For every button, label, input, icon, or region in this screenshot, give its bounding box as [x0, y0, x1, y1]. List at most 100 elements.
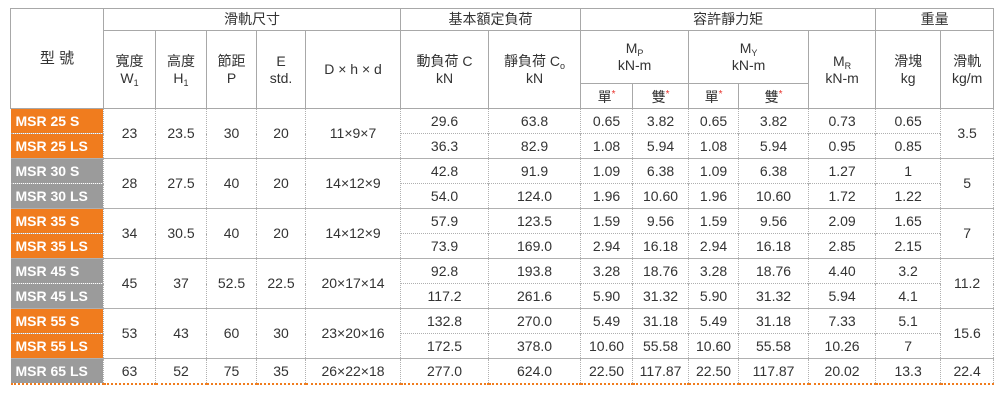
cell-value: 37 — [173, 275, 189, 291]
cell-value: 22.4 — [953, 362, 981, 379]
footnote-mark: * — [778, 89, 783, 100]
cell-value: 0.73 — [828, 112, 856, 129]
value-cell: 169.0 — [488, 233, 582, 259]
column-header: 寬度 W1 — [103, 30, 156, 109]
value-cell: 31.32 — [738, 283, 810, 309]
cell-value: 18.76 — [643, 262, 679, 279]
cell-value: 169.0 — [517, 237, 553, 254]
header-row: 單* 雙* 單* 雙* — [11, 83, 994, 109]
cell-value: 1.08 — [592, 137, 621, 154]
cell-value: 261.6 — [517, 287, 553, 304]
value-cell: 172.5 — [400, 333, 490, 359]
header-text: W — [120, 69, 134, 86]
data-row: MSR 65 LS 63 52 75 35 26×22×18 277.0 624.0 22.50… — [10, 358, 995, 385]
header-cell: 型 號 — [10, 8, 104, 109]
value-cell: 1.27 — [808, 158, 877, 184]
cell-value: 27.5 — [167, 175, 195, 191]
value-cell: 1.96 — [688, 183, 740, 209]
value-cell: 7 — [940, 208, 995, 259]
value-cell: 1.09 — [688, 158, 740, 184]
value-cell: 30 — [206, 108, 257, 159]
value-cell: 30 — [256, 308, 306, 359]
cell-value: 10.60 — [756, 187, 792, 204]
header-text: 雙 — [651, 89, 666, 105]
cell-value: 14×12×9 — [325, 225, 381, 241]
cell-value: 16.18 — [643, 237, 679, 254]
value-cell: 22.5 — [256, 258, 306, 309]
value-cell: 40 — [206, 158, 257, 209]
cell-value: 2.94 — [699, 237, 728, 254]
cell-value: 30.5 — [167, 225, 195, 241]
cell-value: 22.50 — [696, 362, 732, 379]
cell-value: 3.82 — [759, 112, 788, 129]
column-header: MP kN-m — [580, 30, 690, 84]
value-cell: 60 — [206, 308, 257, 359]
value-cell: 9.56 — [738, 208, 810, 234]
value-cell: 14×12×9 — [304, 208, 402, 259]
cell-value: 5.94 — [828, 287, 856, 304]
header-text: 型 號 — [39, 50, 75, 67]
value-cell: 10.60 — [580, 333, 634, 359]
value-cell: 15.6 — [940, 308, 995, 359]
sub-header: 雙* — [632, 83, 690, 109]
cell-value: 63.8 — [520, 112, 549, 129]
cell-value: 1.27 — [828, 162, 856, 179]
header-text: M — [832, 52, 845, 69]
cell-value: 124.0 — [517, 187, 553, 204]
cell-value: 4.1 — [898, 287, 918, 304]
model-name: MSR 45 S — [15, 262, 80, 279]
value-cell: 5 — [940, 158, 995, 209]
value-cell: 11×9×7 — [304, 108, 402, 159]
cell-value: 5.94 — [646, 137, 675, 154]
footnote-mark: * — [611, 89, 616, 100]
cell-value: 1.22 — [894, 187, 922, 204]
footnote-mark: * — [718, 89, 723, 100]
header-text: M — [625, 40, 638, 56]
value-cell: 63 — [103, 358, 156, 385]
model-cell: MSR 55 S — [10, 308, 104, 334]
cell-value: 1.96 — [592, 187, 621, 204]
model-name: MSR 35 LS — [15, 237, 88, 254]
cell-value: 117.2 — [427, 287, 462, 304]
value-cell: 0.65 — [688, 108, 740, 134]
header-text: 雙 — [764, 89, 779, 105]
data-row: MSR 45 LS 117.2 261.6 5.90 31.32 5.90 31.32 5.9… — [10, 283, 994, 309]
value-cell: 91.9 — [488, 158, 582, 184]
group-header: 滑軌尺寸 — [102, 8, 402, 31]
model-cell: MSR 45 S — [10, 258, 104, 284]
cell-value: 30 — [223, 125, 240, 141]
value-cell: 92.8 — [400, 258, 490, 284]
value-cell: 22.50 — [580, 358, 634, 385]
value-cell: 10.60 — [738, 183, 810, 209]
cell-value: 1.09 — [699, 162, 728, 179]
header-text: kN — [525, 69, 544, 86]
header-text: H — [173, 69, 184, 86]
value-cell: 0.85 — [875, 133, 942, 159]
model-name: MSR 35 S — [15, 212, 80, 229]
cell-value: 0.65 — [699, 112, 728, 129]
value-cell: 3.28 — [688, 258, 740, 284]
value-cell: 4.40 — [808, 258, 877, 284]
value-cell: 20 — [256, 208, 306, 259]
cell-value: 1.96 — [699, 187, 728, 204]
header-text: 重量 — [920, 11, 949, 27]
cell-value: 53 — [121, 325, 138, 341]
cell-value: 29.6 — [430, 112, 459, 129]
value-cell: 2.09 — [808, 208, 877, 234]
cell-value: 73.9 — [430, 237, 459, 254]
value-cell: 27.5 — [155, 158, 207, 209]
cell-value: 31.18 — [643, 312, 679, 329]
value-cell: 277.0 — [400, 358, 490, 385]
sub-header: 雙* — [738, 83, 810, 109]
value-cell: 6.38 — [738, 158, 810, 184]
value-cell: 75 — [206, 358, 257, 385]
header-text: kg — [900, 69, 916, 86]
cell-value: 13.3 — [894, 362, 922, 379]
data-row: MSR 45 S 45 37 52.5 22.5 20×17×14 92.8 193.8 3.2… — [10, 258, 995, 309]
value-cell: 117.87 — [738, 358, 810, 385]
header-text: 高度 — [167, 52, 195, 69]
value-cell: 34 — [103, 208, 156, 259]
cell-value: 3.2 — [898, 262, 918, 279]
cell-value: 91.9 — [520, 162, 549, 179]
